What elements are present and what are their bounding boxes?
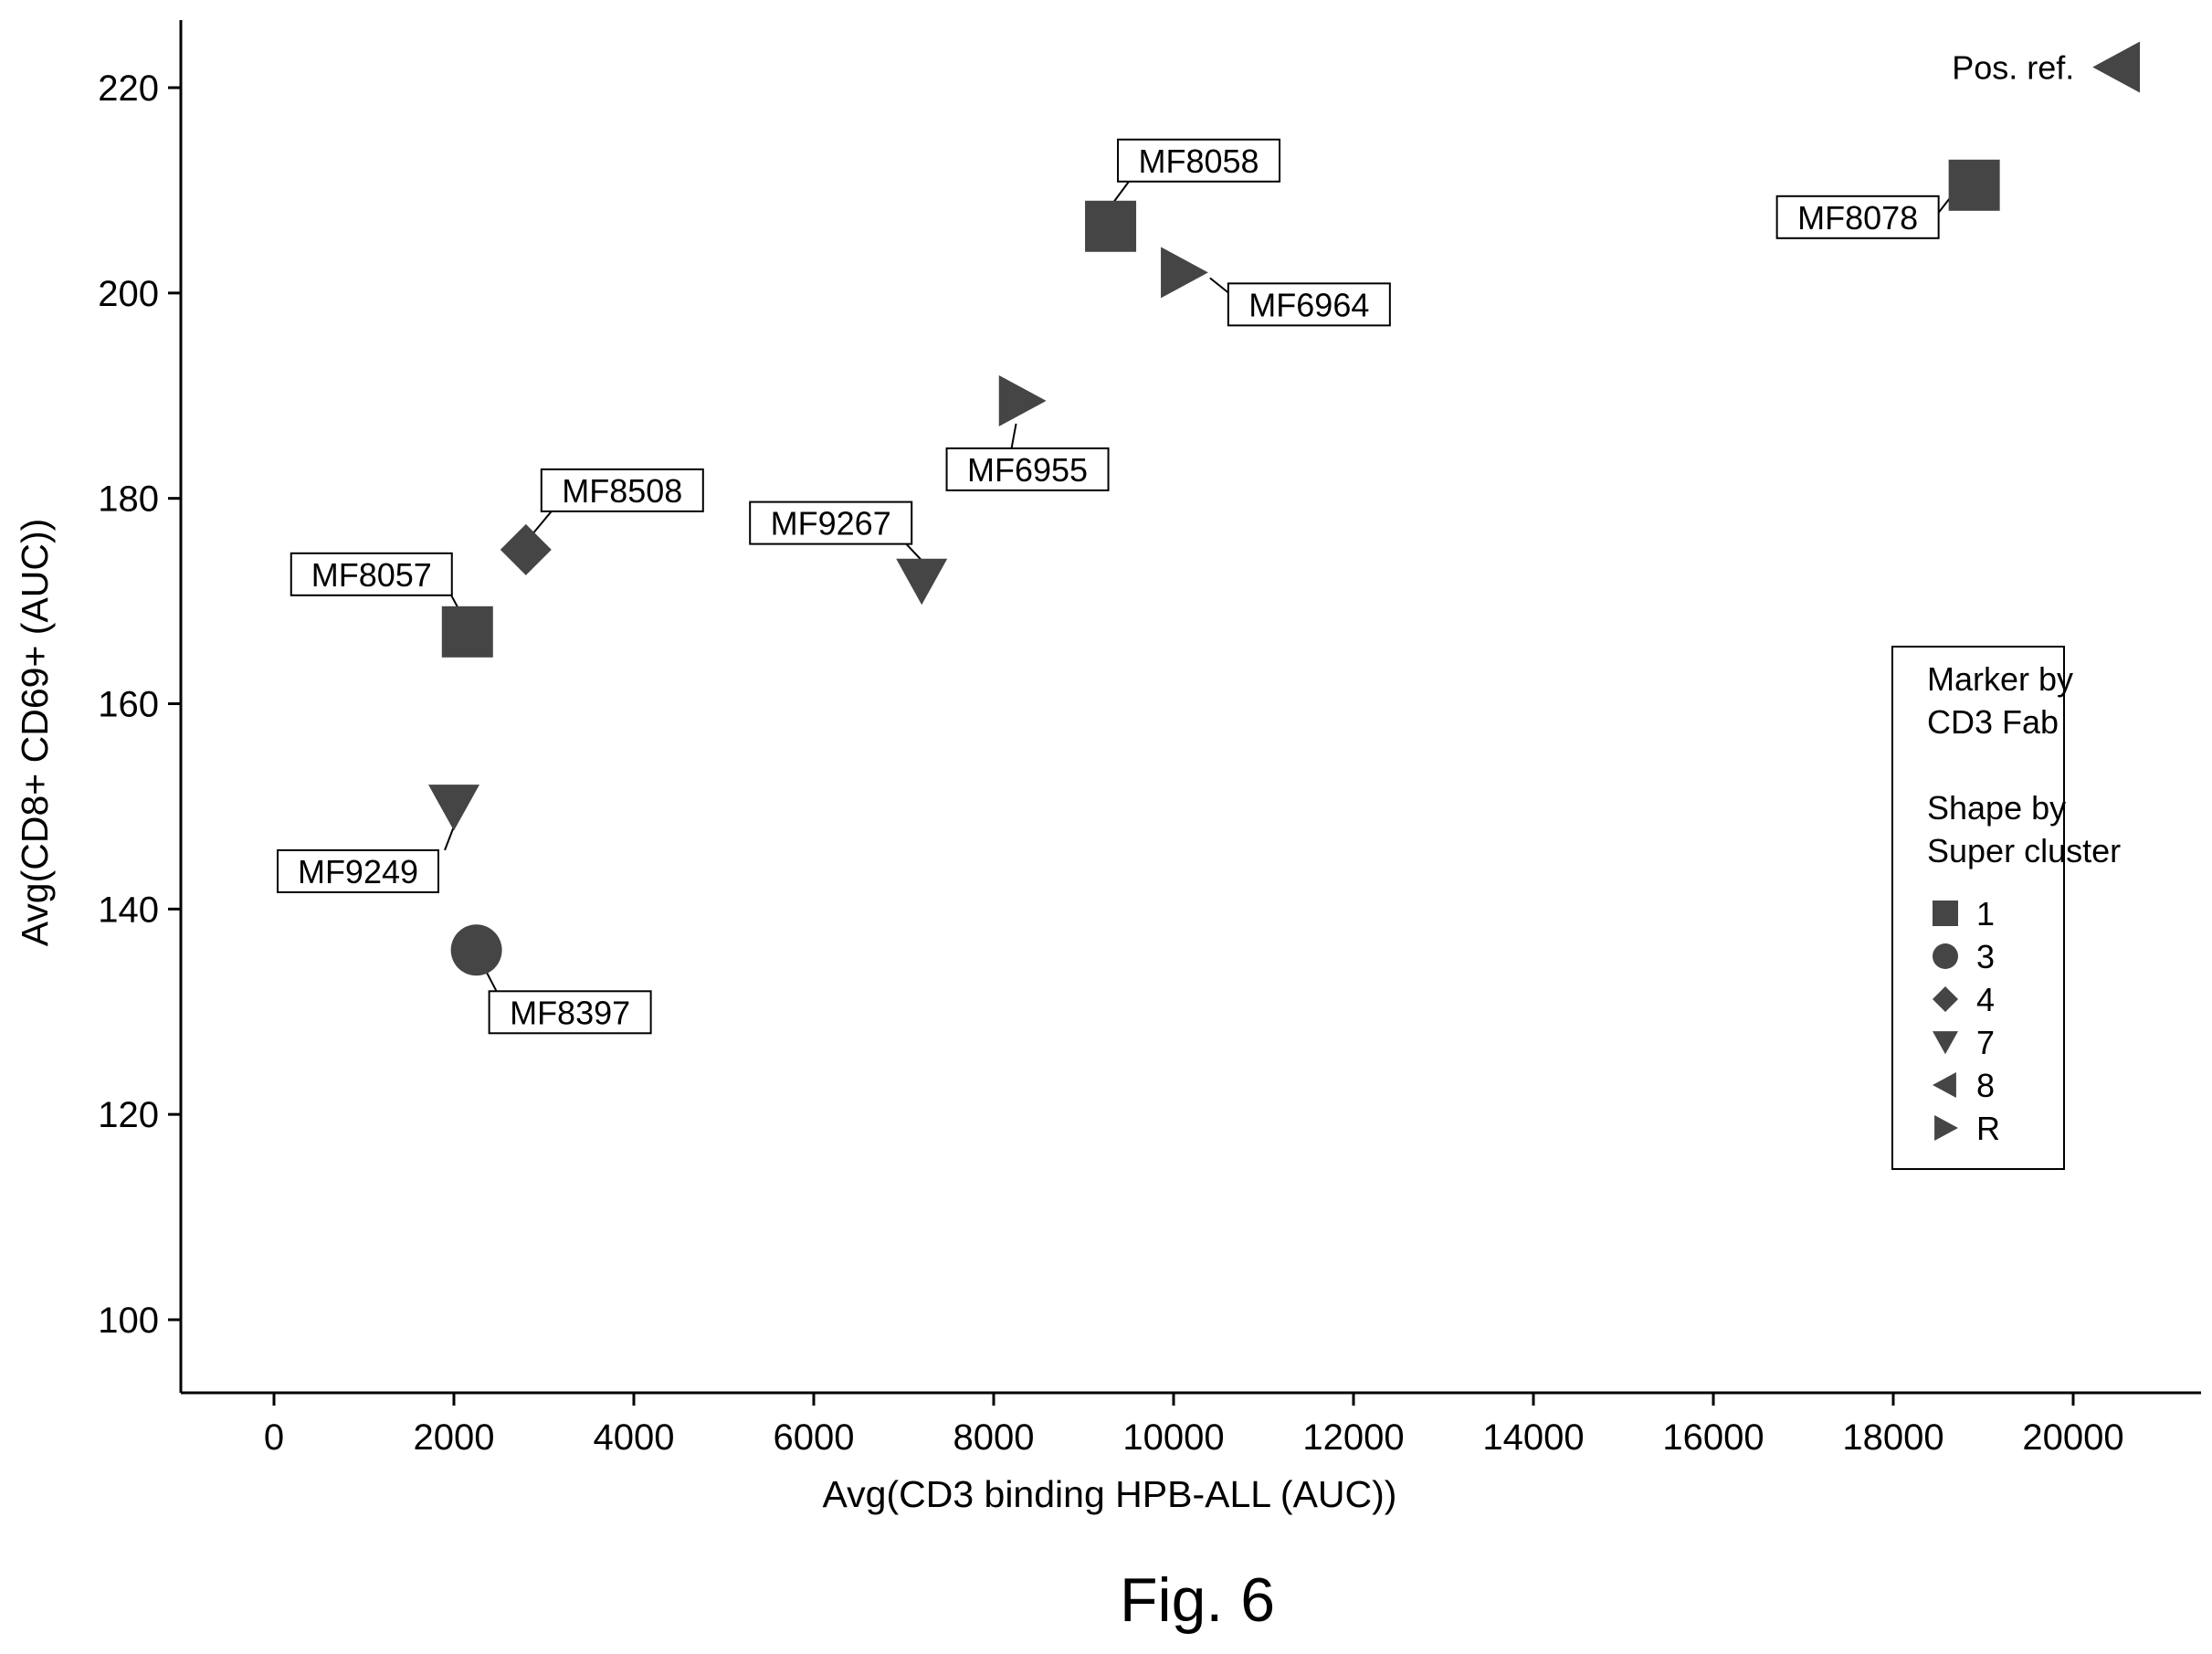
x-tick-label: 20000 [2022, 1417, 2123, 1458]
point-label-box [488, 990, 652, 1035]
x-tick-label: 0 [264, 1417, 284, 1458]
point-label-mf9267: MF9267 [771, 505, 891, 543]
data-point-mf8508 [500, 523, 552, 575]
data-point-mf6964 [1161, 247, 1208, 299]
y-axis-title: Avg(CD8+ CD69+ (AUC)) [14, 519, 56, 947]
label-leader-line [484, 969, 498, 992]
point-label-box [540, 468, 704, 512]
x-tick-label: 2000 [414, 1417, 495, 1458]
point-label-box [277, 848, 439, 893]
legend-marker-triangle-left [1933, 1072, 1956, 1098]
y-tick-label: 120 [98, 1095, 159, 1135]
y-tick-label: 100 [98, 1301, 159, 1341]
legend-label: 4 [1976, 981, 1995, 1018]
label-leader-line [1010, 423, 1017, 449]
label-leader-line [1209, 277, 1229, 294]
data-point-pos-ref [2092, 41, 2141, 93]
legend-title-line: Marker by [1927, 660, 2073, 698]
legend-marker-triangle-right [1934, 1115, 1958, 1141]
point-label-mf8057: MF8057 [311, 556, 432, 594]
label-leader-line [444, 826, 455, 851]
legend-title-line: Super cluster [1927, 832, 2121, 869]
point-label-mf9249: MF9249 [298, 853, 418, 890]
point-label-mf6964: MF6964 [1248, 286, 1369, 323]
y-tick-label: 180 [98, 479, 159, 520]
label-leader-line [532, 511, 553, 534]
x-tick-label: 10000 [1122, 1417, 1224, 1458]
legend-marker-square [1933, 901, 1958, 926]
data-point-mf8078 [1948, 159, 2000, 211]
x-axis-ticks: 0 2000 4000 6000 8000 10000 12000 14000 16000 180… [264, 1393, 2124, 1458]
point-label-box [749, 500, 913, 545]
y-tick-label: 220 [98, 68, 159, 109]
point-labels: MF8057 MF8058 MF8078 MF8397 MF8508 MF9249 MF92… [277, 49, 2074, 1035]
x-tick-label: 16000 [1662, 1417, 1764, 1458]
data-point-mf8057 [441, 606, 493, 658]
legend-label: 3 [1976, 938, 1995, 975]
legend: Marker by CD3 Fab Shape by Super cluster 1 3… [1891, 646, 2121, 1170]
x-tick-label: 14000 [1482, 1417, 1584, 1458]
point-label-box [290, 552, 453, 596]
legend-title-line: Shape by [1927, 789, 2066, 827]
point-label-mf8058: MF8058 [1139, 142, 1259, 180]
point-label-box [1117, 138, 1281, 183]
x-tick-label: 4000 [594, 1417, 675, 1458]
plot-area: 0 2000 4000 6000 8000 10000 12000 14000 16000 180… [98, 20, 2201, 1458]
point-label-box [1227, 282, 1391, 327]
point-label-pos-ref: Pos. ref. [1952, 49, 2074, 87]
point-label-mf8078: MF8078 [1797, 199, 1918, 237]
y-tick-label: 140 [98, 890, 159, 930]
point-label-box [945, 447, 1110, 491]
legend-title: Marker by CD3 Fab Shape by Super cluster [1927, 660, 2121, 869]
data-point-mf6955 [998, 374, 1047, 427]
data-points [428, 41, 2141, 976]
point-label-mf6955: MF6955 [967, 451, 1088, 489]
point-label-mf8397: MF8397 [510, 994, 630, 1031]
legend-marker-circle [1933, 943, 1958, 969]
legend-marker-diamond [1933, 986, 1958, 1012]
x-tick-label: 12000 [1302, 1417, 1404, 1458]
data-point-mf8397 [450, 924, 502, 976]
x-axis-title: Avg(CD3 binding HPB-ALL (AUC)) [823, 1473, 1397, 1515]
x-tick-label: 6000 [774, 1417, 855, 1458]
y-tick-label: 160 [98, 685, 159, 725]
y-tick-label: 200 [98, 274, 159, 314]
legend-label: 1 [1976, 895, 1995, 932]
point-label-mf8508: MF8508 [562, 472, 682, 510]
y-axis-ticks: 100 120 140 160 180 200 220 [98, 68, 181, 1341]
legend-box [1891, 646, 2065, 1170]
x-tick-label: 18000 [1842, 1417, 1943, 1458]
legend-entries: 1 3 4 7 8 R [1933, 895, 2000, 1147]
legend-label: 7 [1976, 1024, 1995, 1061]
figure-caption: Fig. 6 [1120, 1565, 1275, 1635]
legend-label: 8 [1976, 1067, 1995, 1104]
legend-title-line: CD3 Fab [1927, 703, 2059, 741]
x-tick-label: 8000 [953, 1417, 1035, 1458]
legend-marker-triangle-down [1933, 1031, 1958, 1055]
label-leader-line [905, 543, 922, 562]
data-point-mf9267 [896, 558, 948, 606]
point-label-box [1775, 195, 1940, 239]
data-point-mf9249 [428, 785, 479, 831]
legend-label: R [1976, 1110, 2000, 1147]
data-point-mf8058 [1085, 200, 1137, 252]
